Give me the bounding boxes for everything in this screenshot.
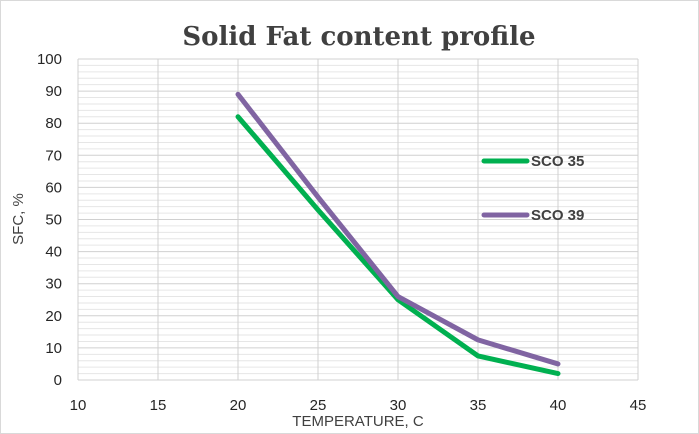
series-lines bbox=[235, 91, 561, 377]
series-line-sco-35 bbox=[235, 114, 561, 377]
x-tick-label: 25 bbox=[310, 397, 327, 414]
y-tick-label: 80 bbox=[45, 115, 62, 132]
y-tick-label: 20 bbox=[45, 308, 62, 325]
y-tick-label: 70 bbox=[45, 147, 62, 164]
series-line-sco-39 bbox=[235, 91, 561, 367]
chart-title: Solid Fat content profile bbox=[182, 22, 535, 52]
y-axis-label: SFC, % bbox=[10, 193, 27, 245]
x-tick-label: 45 bbox=[630, 397, 647, 414]
x-tick-label: 35 bbox=[470, 397, 487, 414]
legend: SCO 35 SCO 39 bbox=[481, 153, 584, 224]
legend-label: SCO 39 bbox=[531, 207, 584, 224]
y-tick-label: 50 bbox=[45, 212, 62, 229]
legend-label: SCO 35 bbox=[531, 153, 584, 170]
x-tick-label: 15 bbox=[150, 397, 167, 414]
y-tick-label: 30 bbox=[45, 276, 62, 293]
y-tick-label: 0 bbox=[54, 372, 62, 389]
axes: 0 10 20 30 40 50 60 70 80 90 100 10 15 20 25 30 35 40 45 bbox=[37, 51, 646, 414]
x-tick-label: 10 bbox=[70, 397, 87, 414]
y-tick-label: 100 bbox=[37, 51, 62, 68]
y-tick-label: 40 bbox=[45, 244, 62, 261]
y-tick-label: 60 bbox=[45, 179, 62, 196]
y-tick-label: 10 bbox=[45, 340, 62, 357]
x-tick-label: 30 bbox=[390, 397, 407, 414]
grid bbox=[77, 58, 639, 381]
x-tick-label: 20 bbox=[230, 397, 247, 414]
y-tick-label: 90 bbox=[45, 83, 62, 100]
x-axis-label: TEMPERATURE, C bbox=[292, 413, 424, 430]
x-tick-label: 40 bbox=[550, 397, 567, 414]
